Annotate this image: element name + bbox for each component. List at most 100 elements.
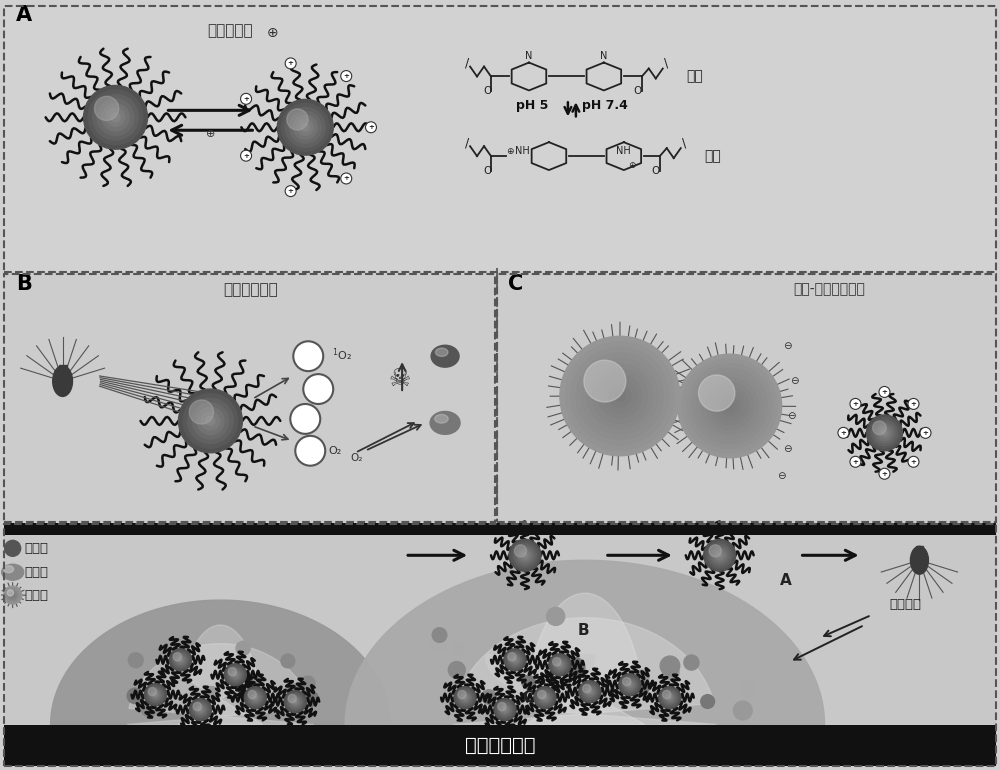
Circle shape [660,656,680,675]
Text: +: + [288,60,294,66]
Circle shape [663,691,671,698]
Circle shape [558,663,561,666]
Circle shape [248,691,256,698]
Circle shape [542,695,548,701]
Circle shape [538,691,546,698]
Text: +: + [368,124,374,130]
Text: ⊖: ⊖ [790,376,799,386]
Circle shape [178,389,242,453]
Circle shape [634,681,649,696]
Circle shape [701,378,758,434]
Circle shape [687,363,772,448]
Text: B: B [16,273,32,293]
Circle shape [692,368,767,444]
Circle shape [248,675,261,688]
Circle shape [609,385,631,407]
Circle shape [583,685,591,693]
Text: \: \ [664,56,668,69]
Circle shape [228,667,243,682]
Text: +: + [243,95,249,102]
Text: +: + [288,188,294,194]
Circle shape [518,548,532,562]
Text: ⊕: ⊕ [628,161,635,170]
Bar [497,273,996,522]
Circle shape [879,428,890,438]
Circle shape [151,690,160,699]
Circle shape [587,363,653,429]
Text: +: + [840,430,846,436]
Circle shape [504,649,526,671]
Circle shape [84,85,147,149]
Circle shape [188,398,233,444]
Circle shape [458,691,466,698]
Circle shape [205,686,218,700]
Circle shape [866,415,902,450]
Text: ⊖: ⊖ [783,341,792,351]
Circle shape [664,665,679,680]
Circle shape [179,658,182,661]
Circle shape [614,390,625,401]
Circle shape [454,687,476,708]
Circle shape [715,551,724,560]
Text: +: + [911,459,916,465]
Circle shape [704,539,736,571]
Circle shape [634,670,649,685]
Circle shape [588,690,591,693]
Circle shape [148,687,163,702]
Circle shape [365,122,376,132]
Circle shape [499,703,511,716]
Circle shape [509,654,521,666]
Bar [4,725,996,766]
Circle shape [246,688,265,707]
Circle shape [733,701,752,720]
Circle shape [682,359,777,453]
Circle shape [289,112,321,143]
Circle shape [557,661,563,668]
Text: O: O [652,166,660,176]
Circle shape [289,695,302,708]
Circle shape [171,651,190,669]
Text: /: / [465,56,469,69]
Circle shape [287,109,308,130]
Bar [4,524,996,535]
Text: O₂: O₂ [328,446,341,456]
Circle shape [494,698,516,721]
Circle shape [725,401,734,410]
Circle shape [503,708,507,711]
Circle shape [301,123,309,131]
Circle shape [584,360,626,402]
Bar [59,365,67,369]
Text: ⊖: ⊖ [783,444,792,454]
Circle shape [580,682,599,701]
Circle shape [678,354,782,457]
Circle shape [192,403,229,439]
Ellipse shape [910,547,928,574]
Text: pH 5: pH 5 [516,99,548,112]
Circle shape [193,701,208,718]
Circle shape [543,696,547,699]
Circle shape [555,660,565,669]
Circle shape [206,417,215,426]
Circle shape [571,347,669,445]
Text: O: O [483,86,491,96]
Circle shape [534,687,556,708]
Circle shape [547,608,565,625]
Circle shape [663,691,676,704]
Circle shape [507,652,523,668]
Circle shape [701,695,715,708]
Circle shape [506,651,524,669]
Circle shape [149,688,162,701]
Bar [4,273,495,522]
Circle shape [285,58,296,69]
Circle shape [284,691,306,712]
Circle shape [290,404,320,434]
Circle shape [513,658,517,661]
Circle shape [93,95,138,140]
Text: ⊖: ⊖ [787,411,796,421]
Circle shape [452,643,464,654]
Circle shape [498,702,506,711]
Circle shape [460,693,470,702]
Circle shape [625,680,635,689]
Polygon shape [453,618,717,725]
Text: O₂: O₂ [350,453,363,463]
